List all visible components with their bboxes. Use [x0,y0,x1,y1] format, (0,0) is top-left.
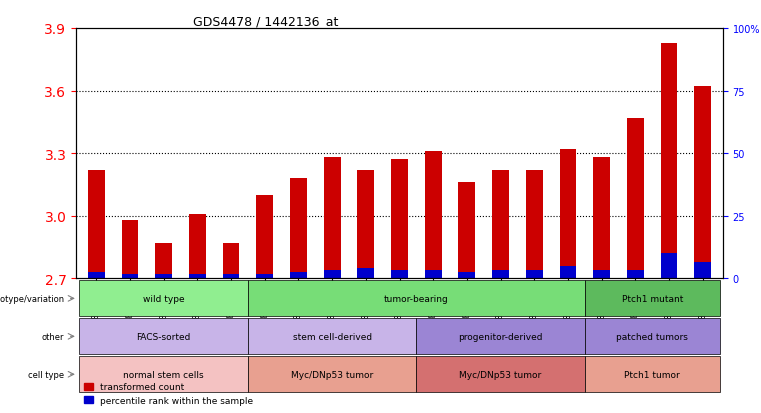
Text: FACS-sorted: FACS-sorted [136,332,191,341]
Bar [122,275,139,279]
Text: GDS4478 / 1442136_at: GDS4478 / 1442136_at [193,15,338,28]
Bar [88,171,105,273]
Bar [155,275,172,279]
Bar [223,243,240,275]
Bar [526,271,543,279]
Text: cell type: cell type [28,370,65,379]
Bar [391,271,408,279]
Bar [694,87,712,262]
Bar [594,158,610,271]
Text: other: other [42,332,65,341]
Bar [458,183,476,273]
Text: Ptch1 tumor: Ptch1 tumor [624,370,680,379]
Bar [290,179,307,273]
Bar [189,275,205,279]
Bar [323,271,341,279]
Bar [694,262,712,279]
Text: genotype/variation: genotype/variation [0,294,65,303]
FancyBboxPatch shape [584,281,720,317]
Text: wild type: wild type [143,294,184,303]
Bar [358,268,374,279]
Bar [559,266,576,279]
Bar [290,273,307,279]
Text: Myc/DNp53 tumor: Myc/DNp53 tumor [460,370,542,379]
Bar [88,273,105,279]
FancyBboxPatch shape [79,318,248,354]
FancyBboxPatch shape [584,318,720,354]
Bar [391,160,408,271]
Bar [627,271,644,279]
Bar [155,243,172,275]
Bar [256,275,273,279]
FancyBboxPatch shape [416,318,584,354]
Bar [458,273,476,279]
Bar [594,271,610,279]
Bar [492,171,509,271]
FancyBboxPatch shape [584,356,720,392]
FancyBboxPatch shape [79,281,248,317]
Bar [122,221,139,275]
FancyBboxPatch shape [416,356,584,392]
Bar [189,214,205,275]
Bar [223,275,240,279]
Bar [526,171,543,271]
Text: stem cell-derived: stem cell-derived [292,332,371,341]
Bar [661,254,677,279]
Bar [425,271,441,279]
Text: patched tumors: patched tumors [616,332,688,341]
FancyBboxPatch shape [248,281,584,317]
FancyBboxPatch shape [248,356,416,392]
Bar [425,152,441,271]
Text: Myc/DNp53 tumor: Myc/DNp53 tumor [291,370,373,379]
Bar [627,119,644,271]
FancyBboxPatch shape [248,318,416,354]
Bar [492,271,509,279]
Bar [323,158,341,271]
Text: Ptch1 mutant: Ptch1 mutant [622,294,683,303]
Text: tumor-bearing: tumor-bearing [384,294,449,303]
Legend: transformed count, percentile rank within the sample: transformed count, percentile rank withi… [81,379,257,408]
FancyBboxPatch shape [79,356,248,392]
Bar [559,150,576,266]
Bar [256,195,273,275]
Text: normal stem cells: normal stem cells [123,370,204,379]
Text: progenitor-derived: progenitor-derived [458,332,543,341]
Bar [358,171,374,268]
Bar [661,43,677,254]
